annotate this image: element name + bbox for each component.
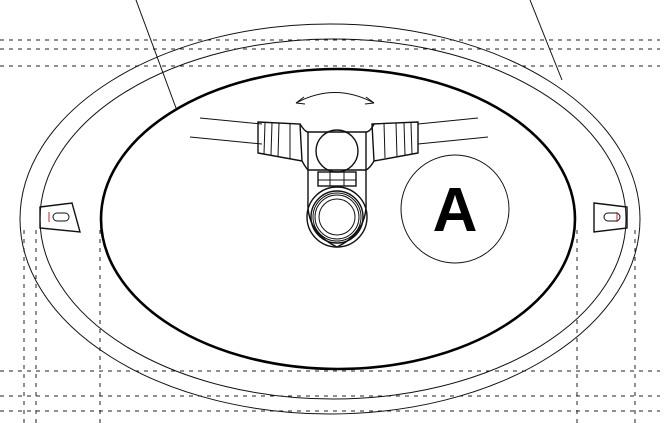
outlet-nozzle — [306, 186, 368, 248]
right-lug-body — [593, 202, 628, 233]
callout-label: A — [433, 176, 478, 245]
outer-rim-ellipse — [19, 23, 641, 415]
right-coupling-rib-1 — [383, 122, 386, 159]
callout-a: A — [400, 154, 510, 264]
rotation-arrowhead-right — [364, 96, 375, 105]
nozzle-ring-2 — [310, 190, 364, 244]
right-coupling-rib-3 — [403, 122, 406, 156]
right-lug-slot — [603, 212, 621, 222]
leader-line-right — [529, 0, 563, 81]
tee-bottom-edge — [301, 160, 375, 171]
tee-top-edge — [299, 123, 375, 133]
right-coupling — [371, 121, 419, 162]
tee-nut — [317, 171, 357, 187]
central-tee — [299, 123, 375, 200]
tee-stem-sides — [307, 132, 367, 200]
right-pipe-top-edge — [417, 117, 479, 125]
nozzle-ring-5 — [318, 198, 356, 236]
rotation-arc — [295, 92, 375, 104]
nozzle-ring-4 — [314, 194, 360, 240]
right-pipe-bottom-edge — [417, 136, 489, 145]
lid-ellipse — [99, 67, 577, 371]
left-mounting-lug — [39, 202, 81, 233]
left-coupling-rib-1 — [263, 122, 266, 155]
right-pipe-arm — [371, 117, 489, 162]
tee-boss — [315, 129, 359, 173]
rotation-arrowhead-left — [295, 96, 306, 105]
left-pipe-top-edge — [199, 117, 263, 125]
left-pipe-bottom-edge — [189, 136, 263, 145]
left-coupling-rib-3 — [277, 122, 280, 158]
rotation-arrow-icon — [295, 92, 375, 105]
right-coupling-rib-2 — [395, 122, 398, 158]
nozzle-ring-1 — [306, 186, 368, 248]
construction-lines — [0, 39, 660, 423]
left-lug-slot — [52, 212, 70, 222]
left-coupling-rib-2 — [270, 122, 273, 156]
nozzle-outline — [307, 199, 367, 248]
right-coupling-rib-4 — [410, 122, 413, 155]
left-lug-body — [39, 202, 81, 233]
left-pipe-arm — [189, 117, 303, 162]
right-mounting-lug — [593, 202, 628, 233]
callout-circle — [400, 154, 510, 264]
nozzle-ring-3 — [312, 192, 362, 242]
leader-line-left — [135, 0, 177, 109]
